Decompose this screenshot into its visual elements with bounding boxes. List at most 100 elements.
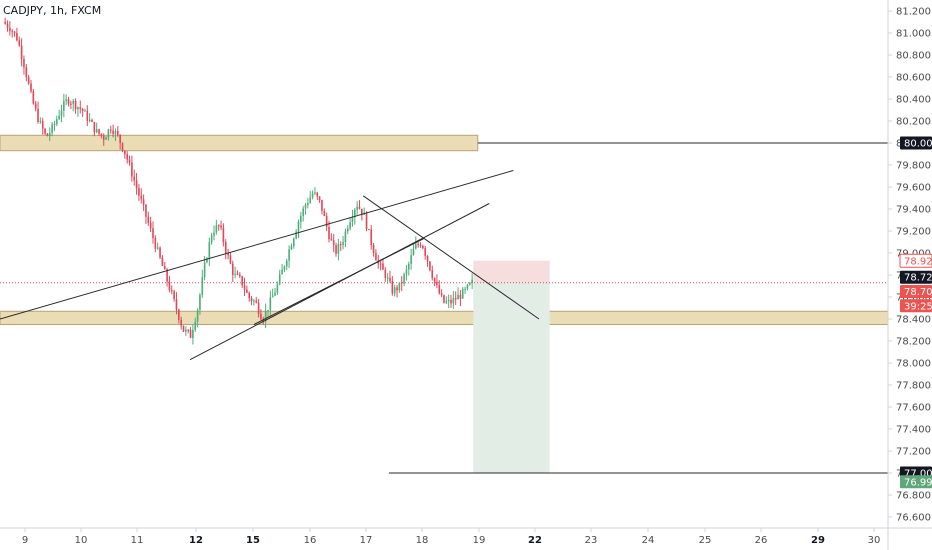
candle-body [23, 58, 25, 68]
candle-body [173, 291, 175, 300]
price-tick-label: 78.200 [896, 337, 931, 348]
candle-body [44, 128, 46, 134]
candle-body [295, 231, 297, 239]
candle-body [349, 221, 351, 229]
candle-body [185, 329, 187, 332]
candle-body [365, 212, 368, 230]
candle-body [384, 269, 387, 278]
candle-body [471, 279, 473, 283]
candle-body [400, 282, 403, 284]
candle-body [370, 229, 373, 245]
price-tick-label: 77.400 [896, 425, 931, 436]
candle-body [285, 260, 288, 267]
candle-body [264, 310, 267, 322]
candle-body [142, 199, 145, 205]
candle-body [135, 180, 138, 188]
price-label-box [899, 253, 932, 268]
price-tick-label: 78.000 [896, 359, 931, 370]
candle-body [201, 277, 204, 295]
candle-body [248, 292, 251, 299]
candle-body [452, 298, 455, 304]
candle-body [454, 298, 457, 300]
candle-body [34, 103, 37, 109]
candle-body [297, 221, 300, 232]
candle-body [91, 119, 93, 122]
price-tick-label: 80.600 [896, 73, 931, 84]
candle-body [46, 133, 49, 137]
candle-body [405, 269, 408, 275]
candle-body [337, 244, 340, 254]
candle-body [37, 108, 39, 122]
candle-body [11, 31, 14, 33]
candle-body [332, 240, 335, 246]
candle-body [278, 274, 281, 285]
candle-body [55, 119, 58, 125]
time-tick-label: 9 [22, 535, 28, 546]
candle-body [208, 242, 211, 259]
candle-body [429, 261, 431, 271]
price-label-text: 76.999 [904, 477, 932, 488]
candle-body [290, 246, 293, 250]
candle-body [443, 295, 445, 303]
take-profit-zone [473, 282, 550, 473]
candle-body [433, 278, 436, 282]
price-label-text: 78.728 [904, 273, 932, 284]
candle-body [74, 101, 77, 110]
candle-body [246, 289, 248, 293]
candle-body [323, 210, 326, 216]
candle-body [175, 299, 178, 310]
candle-body [32, 91, 35, 104]
candle-body [25, 67, 28, 77]
candle-body [20, 45, 23, 59]
candle-body [431, 270, 434, 279]
candle-body [274, 292, 276, 296]
candle-body [459, 294, 462, 299]
candle-body [177, 309, 180, 320]
candle-body [457, 294, 459, 300]
candle-body [304, 205, 307, 209]
candle-body [199, 294, 201, 311]
candle-body [6, 23, 9, 28]
candle-body [88, 119, 91, 121]
price-tick-label: 80.800 [896, 51, 931, 62]
time-tick-label: 16 [304, 535, 317, 546]
candle-body [468, 282, 471, 285]
price-tick-label: 79.400 [896, 205, 931, 216]
candle-body [203, 262, 206, 278]
candle-body [147, 216, 150, 223]
candle-body [300, 215, 302, 222]
candle-body [86, 110, 89, 121]
symbol-title[interactable]: CADJPY, 1h, FXCM [3, 4, 102, 17]
candle-body [163, 265, 166, 270]
candle-body [124, 150, 126, 155]
candle-body [170, 290, 173, 292]
price-tick-label: 77.800 [896, 381, 931, 392]
candle-body [48, 132, 51, 137]
drawings-layer [0, 142, 932, 474]
candle-body [325, 215, 328, 227]
price-tick-label: 81.000 [896, 29, 931, 40]
candle-body [414, 243, 417, 249]
candle-body [156, 247, 159, 249]
price-label-box [900, 285, 932, 298]
candle-body [375, 253, 377, 261]
price-label-box [900, 136, 932, 150]
candle-body [109, 129, 112, 131]
candle-body [210, 235, 213, 243]
candle-body [138, 187, 140, 196]
candle-body [311, 193, 314, 198]
candle-body [105, 137, 107, 140]
candle-body [269, 297, 272, 310]
candle-body [283, 266, 286, 270]
candle-body [182, 325, 185, 332]
candle-body [107, 129, 110, 138]
candle-body [412, 248, 415, 256]
candle-body [321, 199, 323, 211]
candle-body [114, 130, 117, 134]
candle-body [53, 124, 56, 126]
stop-loss-zone [473, 260, 550, 283]
candle-body [234, 273, 236, 275]
candle-body [51, 124, 53, 133]
